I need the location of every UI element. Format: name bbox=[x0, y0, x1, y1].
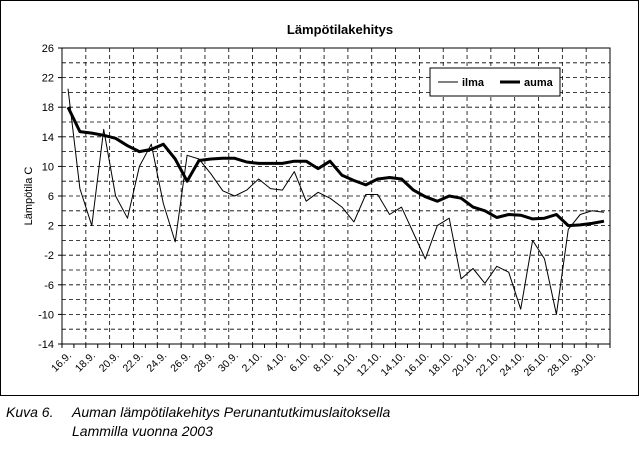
caption-label: Kuva 6. bbox=[6, 404, 54, 420]
x-tick-label: 20.9. bbox=[97, 350, 122, 375]
x-tick-label: 30.9. bbox=[216, 350, 241, 375]
x-tick-label: 20.10. bbox=[450, 350, 479, 379]
x-tick-label: 10.10. bbox=[331, 350, 360, 379]
x-tick-label: 14.10. bbox=[379, 350, 408, 379]
chart-title: Lämpötilakehitys bbox=[287, 22, 393, 37]
y-tick-label: 2 bbox=[48, 221, 54, 233]
figure-caption: Kuva 6. Auman lämpötilakehitys Perunantut… bbox=[6, 403, 390, 441]
x-tick-label: 16.10. bbox=[402, 350, 431, 379]
caption-line-2: Lammilla vuonna 2003 bbox=[72, 423, 213, 439]
x-tick-label: 26.9. bbox=[168, 350, 193, 375]
x-tick-label: 24.9. bbox=[144, 350, 169, 375]
x-tick-label: 18.9. bbox=[73, 350, 98, 375]
caption-line-1: Auman lämpötilakehitys Perunantutkimusla… bbox=[72, 404, 391, 420]
y-axis-label: Lämpötila C bbox=[23, 167, 35, 226]
x-tick-label: 26.10. bbox=[521, 350, 550, 379]
x-tick-label: 30.10. bbox=[569, 350, 598, 379]
x-tick-label: 24.10. bbox=[498, 350, 527, 379]
y-tick-label: -2 bbox=[44, 250, 54, 262]
x-tick-label: 16.9. bbox=[49, 350, 74, 375]
x-tick-label: 28.9. bbox=[192, 350, 217, 375]
series-line-ilma bbox=[67, 88, 605, 315]
y-tick-label: 6 bbox=[48, 191, 54, 203]
y-tick-label: 14 bbox=[42, 132, 54, 144]
x-tick-label: 12.10. bbox=[355, 350, 384, 379]
y-tick-label: -14 bbox=[38, 339, 54, 351]
y-tick-label: 26 bbox=[42, 43, 54, 55]
legend-label-auma: auma bbox=[524, 77, 554, 89]
y-tick-label: -6 bbox=[44, 280, 54, 292]
y-tick-label: 18 bbox=[42, 102, 54, 114]
x-tick-label: 28.10. bbox=[545, 350, 574, 379]
y-tick-label: 22 bbox=[42, 73, 54, 85]
line-chart: -14-10-6-226101418222616.9.18.9.20.9.22.… bbox=[23, 22, 611, 379]
x-tick-label: 18.10. bbox=[426, 350, 455, 379]
x-tick-label: 22.10. bbox=[474, 350, 503, 379]
y-tick-label: 10 bbox=[42, 161, 54, 173]
series-line-auma bbox=[66, 106, 605, 228]
y-tick-label: -10 bbox=[38, 309, 54, 321]
x-tick-label: 22.9. bbox=[121, 350, 146, 375]
legend-label-ilma: ilma bbox=[462, 77, 485, 89]
x-tick-label: 2.10. bbox=[240, 350, 265, 375]
x-tick-label: 4.10. bbox=[264, 350, 289, 375]
x-tick-label: 6.10. bbox=[287, 350, 312, 375]
